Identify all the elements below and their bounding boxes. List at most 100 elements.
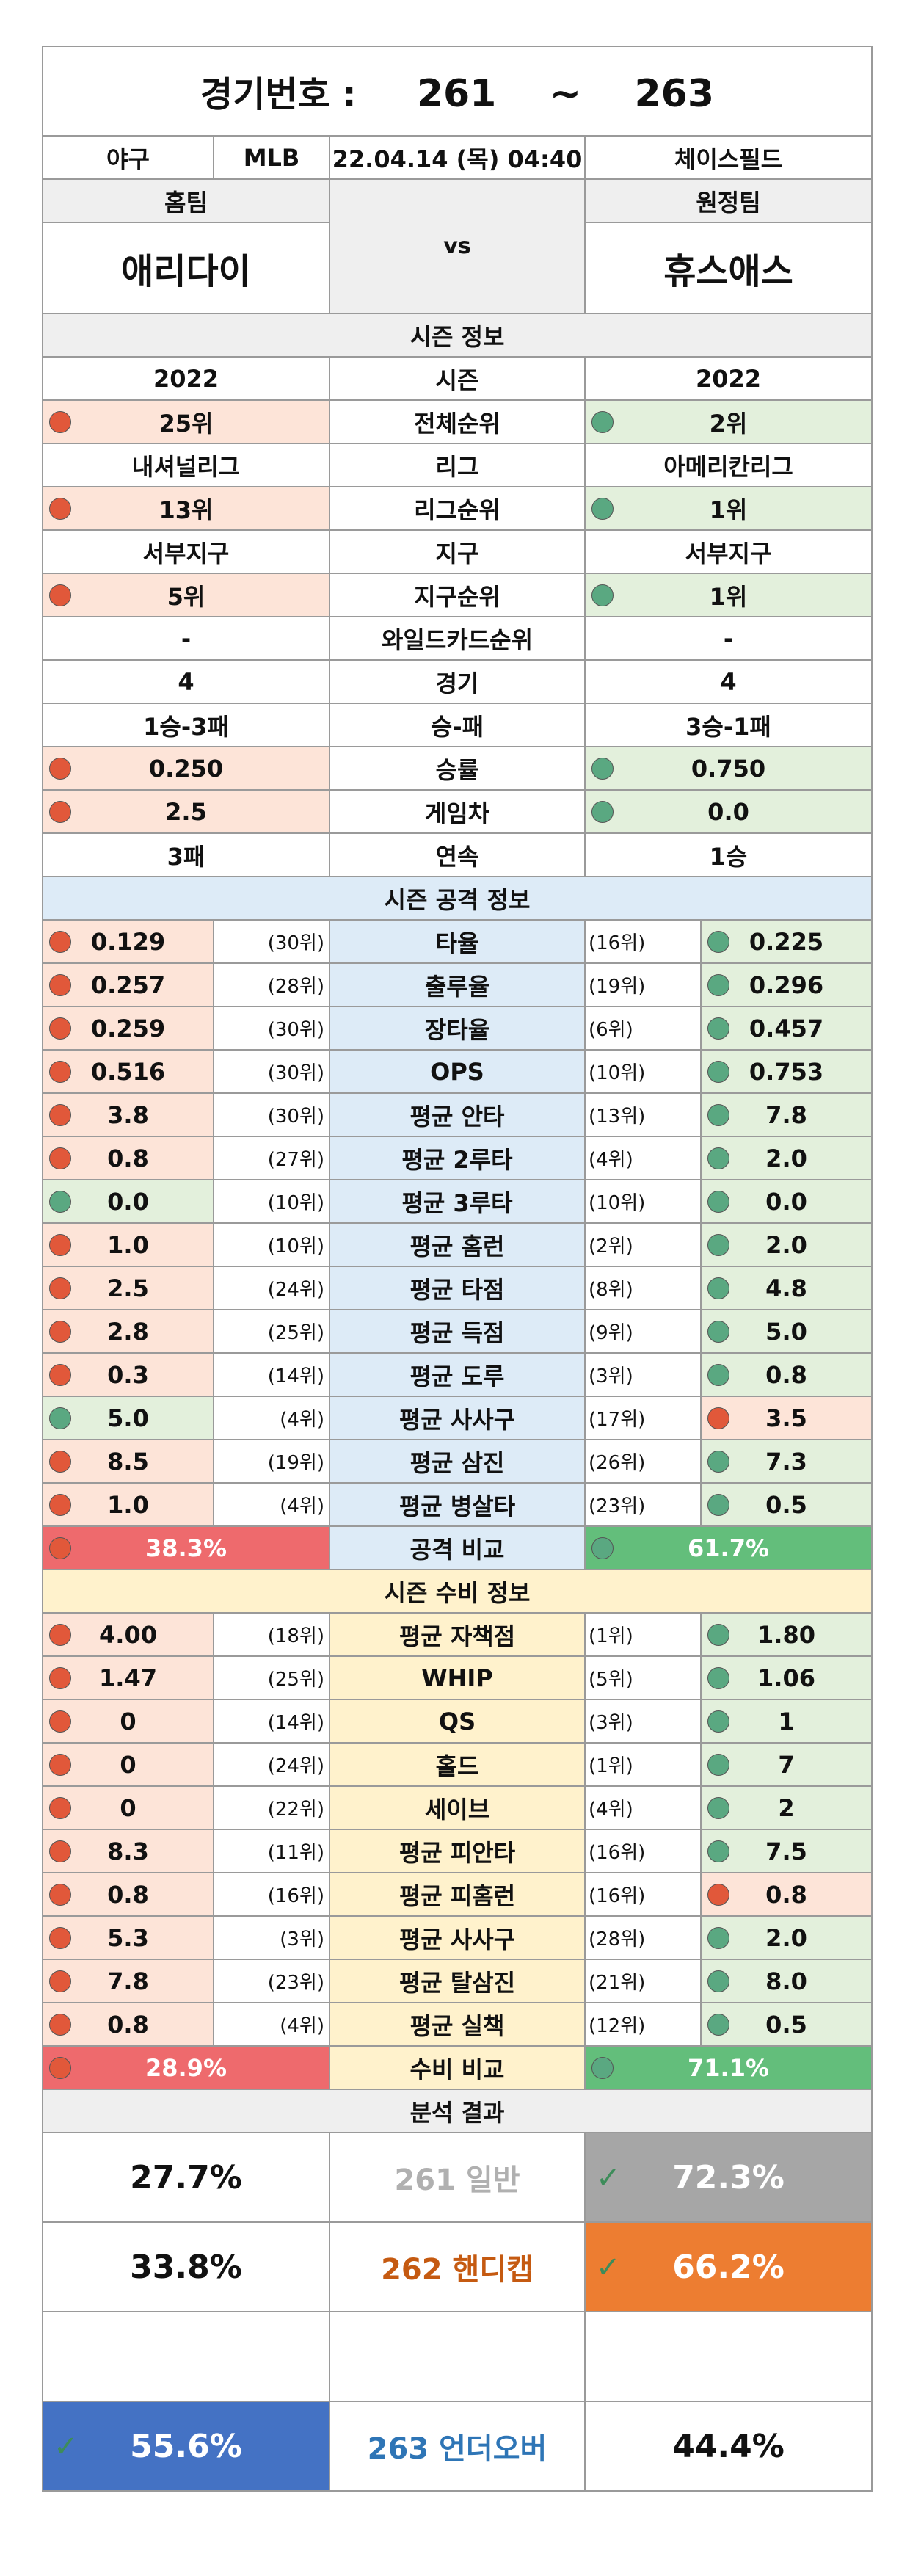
attack-row: 0.257 (28위) 출루율 (19위) 0.296 bbox=[42, 962, 873, 1007]
green-dot-icon bbox=[707, 1277, 729, 1299]
attack-home-value: 8.5 bbox=[107, 1447, 149, 1476]
green-dot-icon bbox=[592, 800, 614, 823]
defense-label: 세이브 bbox=[329, 1785, 586, 1830]
defense-away-rank: (1위) bbox=[584, 1742, 702, 1787]
season-row: 25위 전체순위 2위 bbox=[42, 399, 873, 444]
attack-label: 평균 홈런 bbox=[329, 1222, 586, 1267]
green-dot-icon bbox=[592, 584, 614, 606]
attack-away-rank: (10위) bbox=[584, 1179, 702, 1224]
defense-row: 0 (14위) QS (3위) 1 bbox=[42, 1699, 873, 1744]
season-home-cell: 2022 bbox=[42, 356, 330, 401]
match-number-start: 261 bbox=[416, 72, 497, 116]
defense-away-cell: 7 bbox=[699, 1742, 873, 1787]
attack-row: 5.0 (4위) 평균 사사구 (17위) 3.5 bbox=[42, 1396, 873, 1440]
defense-compare-away: 71.1% bbox=[583, 2045, 873, 2090]
season-row: 5위 지구순위 1위 bbox=[42, 573, 873, 617]
red-dot-icon bbox=[49, 1493, 71, 1516]
attack-away-rank: (17위) bbox=[584, 1396, 702, 1440]
attack-away-cell: 0.457 bbox=[699, 1006, 873, 1051]
season-home-cell: - bbox=[42, 616, 330, 661]
season-label: 지구순위 bbox=[329, 573, 586, 617]
attack-home-rank: (4위) bbox=[213, 1482, 330, 1527]
attack-home-rank: (14위) bbox=[213, 1352, 330, 1397]
season-away-value: 0.750 bbox=[691, 754, 766, 783]
underover-label: 언더오버 bbox=[439, 2432, 547, 2466]
underover-home-value: 55.6% bbox=[130, 2427, 242, 2465]
handicap-away-cell: ✓ 66.2% bbox=[583, 2221, 873, 2312]
attack-home-cell: 0.8 bbox=[42, 1136, 214, 1180]
defense-compare-away-value: 71.1% bbox=[688, 2053, 770, 2082]
green-dot-icon bbox=[707, 1060, 729, 1083]
season-home-value: - bbox=[181, 624, 192, 653]
defense-home-rank: (16위) bbox=[213, 1872, 330, 1917]
season-row: 3패 연속 1승 bbox=[42, 832, 873, 877]
defense-away-rank: (4위) bbox=[584, 1785, 702, 1830]
attack-away-rank: (16위) bbox=[584, 919, 702, 964]
attack-compare-label: 공격 비교 bbox=[329, 1525, 586, 1570]
season-home-cell: 3패 bbox=[42, 832, 330, 877]
defense-away-value: 1.80 bbox=[757, 1620, 815, 1649]
season-label: 리그순위 bbox=[329, 486, 586, 531]
attack-home-cell: 0.129 bbox=[42, 919, 214, 964]
attack-home-value: 1.0 bbox=[107, 1490, 149, 1519]
check-icon: ✓ bbox=[596, 2161, 621, 2195]
season-home-value: 5위 bbox=[167, 582, 205, 611]
attack-info-title: 시즌 공격 정보 bbox=[41, 876, 873, 921]
defense-away-cell: 1.80 bbox=[699, 1612, 873, 1657]
season-away-value: 4 bbox=[720, 667, 737, 696]
season-away-cell: 3승-1패 bbox=[583, 703, 873, 747]
green-dot-icon bbox=[707, 1926, 729, 1949]
season-away-cell: 2022 bbox=[583, 356, 873, 401]
season-row: 4 경기 4 bbox=[42, 659, 873, 704]
away-team-name: 휴스애스 bbox=[583, 222, 873, 314]
blank-cell bbox=[42, 2311, 330, 2402]
season-away-cell: 0.0 bbox=[583, 789, 873, 834]
defense-away-value: 0.8 bbox=[765, 1880, 807, 1909]
red-dot-icon bbox=[49, 410, 71, 433]
blank-cell bbox=[329, 2311, 586, 2402]
attack-away-value: 0.5 bbox=[765, 1490, 807, 1519]
season-home-cell: 0.250 bbox=[42, 746, 330, 791]
defense-compare-row: 28.9% 수비 비교 71.1% bbox=[42, 2045, 873, 2090]
defense-away-value: 2 bbox=[778, 1793, 795, 1822]
defense-away-cell: 7.5 bbox=[699, 1829, 873, 1873]
defense-home-rank: (23위) bbox=[213, 1959, 330, 2003]
attack-away-rank: (4위) bbox=[584, 1136, 702, 1180]
defense-home-cell: 0.8 bbox=[42, 1872, 214, 1917]
attack-label: 평균 사사구 bbox=[329, 1396, 586, 1440]
attack-away-value: 0.0 bbox=[765, 1187, 807, 1216]
attack-home-rank: (19위) bbox=[213, 1439, 330, 1484]
season-away-value: 0.0 bbox=[707, 797, 749, 826]
attack-away-rank: (23위) bbox=[584, 1482, 702, 1527]
green-dot-icon bbox=[707, 1493, 729, 1516]
defense-home-value: 0.8 bbox=[107, 2010, 149, 2039]
season-label: 연속 bbox=[329, 832, 586, 877]
league-cell: MLB bbox=[213, 135, 330, 180]
season-home-cell: 5위 bbox=[42, 573, 330, 617]
blank-cell bbox=[583, 2311, 873, 2402]
attack-compare-home-value: 38.3% bbox=[145, 1534, 227, 1562]
season-home-value: 내셔널리그 bbox=[131, 452, 241, 481]
attack-label: 평균 삼진 bbox=[329, 1439, 586, 1484]
attack-home-rank: (4위) bbox=[213, 1396, 330, 1440]
analysis-handicap-row: 33.8% 262 핸디캡 ✓ 66.2% bbox=[42, 2221, 873, 2312]
season-away-cell: 4 bbox=[583, 659, 873, 704]
home-team-name: 애리다이 bbox=[42, 222, 330, 314]
green-dot-icon bbox=[592, 757, 614, 780]
red-dot-icon bbox=[49, 2056, 71, 2079]
green-dot-icon bbox=[592, 497, 614, 520]
attack-away-cell: 7.8 bbox=[699, 1092, 873, 1137]
attack-away-rank: (19위) bbox=[584, 962, 702, 1007]
season-away-value: 3승-1패 bbox=[685, 712, 771, 741]
attack-away-cell: 0.753 bbox=[699, 1049, 873, 1094]
attack-away-cell: 7.3 bbox=[699, 1439, 873, 1484]
attack-away-rank: (13위) bbox=[584, 1092, 702, 1137]
attack-home-rank: (28위) bbox=[213, 962, 330, 1007]
defense-label: QS bbox=[329, 1699, 586, 1744]
defense-away-value: 1.06 bbox=[757, 1663, 815, 1692]
attack-away-value: 0.225 bbox=[749, 927, 824, 956]
red-dot-icon bbox=[49, 1103, 71, 1126]
red-dot-icon bbox=[49, 1753, 71, 1776]
defense-home-value: 0 bbox=[120, 1793, 136, 1822]
underover-away-value: 44.4% bbox=[583, 2401, 873, 2492]
